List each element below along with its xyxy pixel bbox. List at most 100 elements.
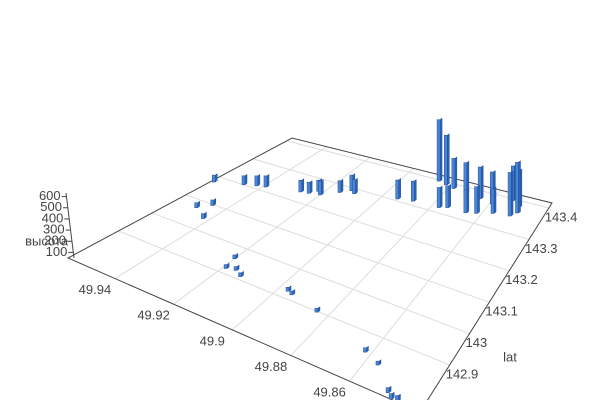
x-tick-label: 49.92 [137,308,170,323]
bar-side [518,160,521,214]
x-tick-label: 49.9 [200,333,225,348]
bar-side [439,185,443,209]
y-tick-label: 143.1 [485,304,518,319]
bar [507,172,512,217]
bar-side [378,359,382,366]
bar [395,179,399,200]
grid-line [286,140,549,209]
bar [463,162,468,194]
bar-side [366,345,369,353]
bar [210,199,215,206]
floor-outline [66,137,553,400]
bar [232,254,237,260]
bar-side [414,179,417,202]
bar [375,360,380,366]
bar-side [257,173,261,187]
floor [66,137,553,400]
bar-side [214,173,218,183]
bar-side [288,285,292,292]
bar [515,161,519,214]
bar [444,134,448,186]
bar-side [301,178,305,193]
y-tick-label: 143.3 [525,241,558,256]
bar [388,393,393,400]
bar-side [355,177,358,195]
grid-line [231,167,414,331]
grid-line [290,178,458,356]
bar-side [448,183,451,209]
grid-line [185,194,490,303]
bar-side [480,165,484,200]
grid-line [252,158,530,240]
bar [238,272,242,277]
bar [445,185,449,208]
bar-side [197,200,200,209]
bar [223,264,228,269]
z-tick-label: 100 [46,244,68,259]
x-tick-label: 49.88 [255,359,288,374]
y-axis-label: lat [503,349,517,364]
bar-side [388,385,392,394]
grid-line [219,176,510,272]
bar-side [466,187,470,214]
bar [211,174,216,183]
bar-side [266,173,270,188]
bar-side [439,117,443,182]
bar-side [493,186,497,214]
bar-side [213,197,217,207]
z-tick-label: 200 [44,233,66,248]
grid-line [118,230,450,366]
bar [337,180,342,193]
bar-side [292,288,296,296]
bar [463,189,468,214]
bar [298,179,303,193]
z-tick-label: 400 [42,210,64,225]
bar-side [510,170,514,217]
bar [474,186,478,214]
y-tick-label: 142.9 [446,366,479,381]
bar [490,188,495,214]
z-tick-label: 600 [39,188,61,203]
bar [363,347,367,353]
bar [233,266,238,271]
bar [285,287,290,292]
bar [451,158,456,189]
bar-side [340,178,344,194]
bar-side [241,270,244,278]
bar [254,175,259,187]
bar [411,180,415,202]
bar-side [398,393,401,400]
bar [436,119,441,182]
bar [263,175,268,188]
bar-side [235,252,239,260]
bar [395,395,399,400]
bar [289,290,294,296]
z-axis-label: высота [25,233,69,248]
grid-line [114,146,327,279]
bar [314,307,319,313]
bar [385,387,390,393]
grid-line [151,212,470,335]
bar [352,179,356,194]
bar-side [321,178,324,196]
bar-side [309,180,313,194]
grid-line [173,157,371,305]
bar [201,213,205,219]
x-tick-label: 49.86 [313,385,346,400]
x-tick-label: 49.94 [79,282,112,297]
y-tick-label: 143.4 [545,209,578,224]
z-tick-label: 500 [40,199,62,214]
bar-side [244,173,248,186]
y-tick-label: 143 [466,335,488,350]
grid-line [349,189,501,382]
bar-side [447,133,450,186]
bar-side [391,391,395,400]
bar-side [398,178,401,200]
bar-side [204,211,207,220]
bar [306,181,311,194]
bar [241,175,246,185]
z-tick-label: 300 [43,222,65,237]
bar-side [317,306,321,313]
bar [318,180,322,196]
